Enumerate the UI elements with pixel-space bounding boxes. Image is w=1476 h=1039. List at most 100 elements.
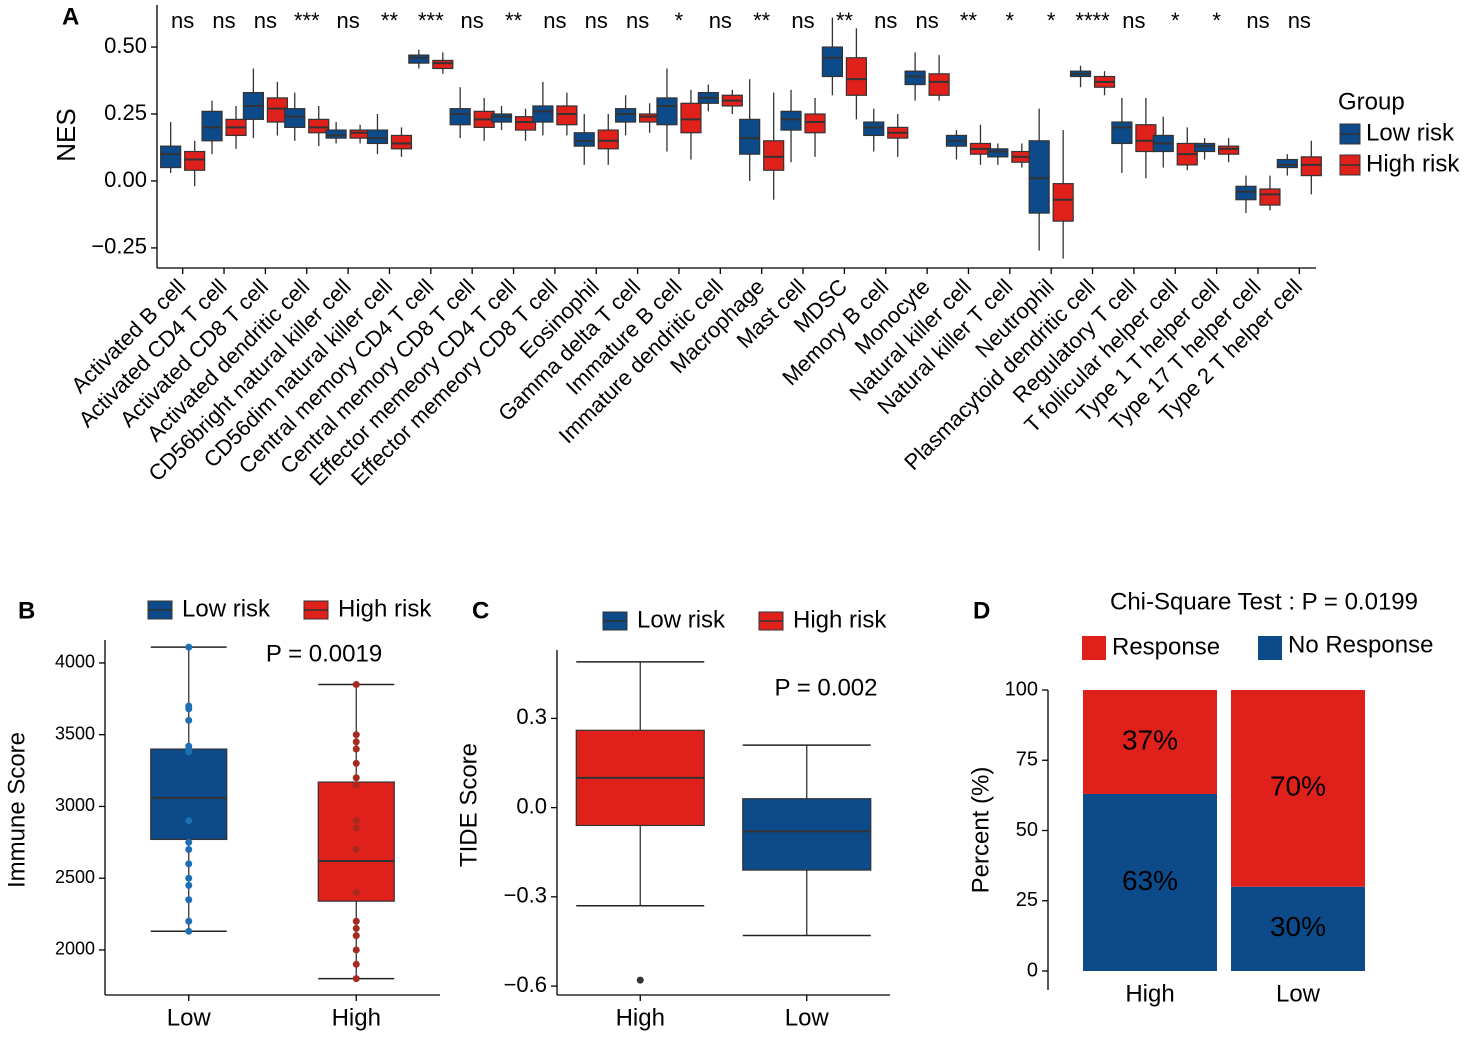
box [904, 70, 926, 86]
significance-label: ns [791, 8, 814, 33]
legend-label: High risk [793, 606, 887, 633]
box [408, 54, 430, 64]
y-tick-label: 2500 [55, 867, 95, 887]
y-tick-label: 25 [1016, 889, 1038, 911]
data-point [352, 759, 360, 767]
data-point [185, 643, 193, 651]
significance-label: ** [836, 8, 854, 33]
data-point [352, 917, 360, 925]
data-point [352, 924, 360, 932]
value-label: 30% [1270, 911, 1326, 942]
significance-label: ns [254, 8, 277, 33]
legend-swatch [1082, 636, 1106, 660]
x-tick-label: Low [785, 1004, 830, 1031]
data-point [352, 781, 360, 789]
box [150, 748, 228, 841]
significance-label: ** [753, 8, 771, 33]
y-tick-label: 0.25 [104, 100, 147, 125]
box [1194, 142, 1216, 153]
box [821, 46, 843, 78]
significance-label: ns [543, 8, 566, 33]
significance-label: ns [461, 8, 484, 33]
box [184, 150, 206, 171]
significance-label: * [1171, 8, 1180, 33]
legend-label: Low risk [182, 595, 271, 622]
data-point [185, 716, 193, 724]
box [739, 118, 761, 155]
box [366, 129, 389, 145]
box [928, 73, 950, 96]
box [987, 148, 1009, 158]
legend-swatch [1258, 636, 1282, 660]
data-point [352, 817, 360, 825]
value-label: 63% [1122, 865, 1178, 896]
box [656, 97, 678, 126]
significance-label: *** [418, 8, 444, 33]
significance-label: ** [381, 8, 399, 33]
y-tick-label: 3500 [55, 723, 95, 743]
legend-label: No Response [1288, 631, 1433, 658]
x-tick-label: High [1125, 980, 1174, 1007]
box [317, 781, 395, 902]
panel-label: A [62, 3, 79, 30]
box [1276, 158, 1298, 169]
x-tick-label: Low [1276, 980, 1321, 1007]
significance-label: * [1212, 8, 1221, 33]
y-axis-label: TIDE Score [455, 743, 482, 867]
box [680, 102, 702, 134]
significance-label: ns [585, 8, 608, 33]
bar-segment [1083, 690, 1217, 794]
box [1259, 188, 1281, 206]
value-label: 37% [1122, 724, 1178, 755]
box [284, 108, 306, 128]
bar-segment [1231, 886, 1365, 971]
box [1052, 183, 1074, 222]
significance-label: ns [626, 8, 649, 33]
data-point [185, 705, 193, 713]
box [201, 110, 223, 142]
box [804, 113, 826, 134]
data-point [185, 927, 193, 935]
bar-segment [1083, 793, 1217, 971]
box [763, 140, 785, 171]
y-tick-label: 3000 [55, 795, 95, 815]
y-tick-label: 0.0 [516, 793, 547, 818]
legend-label: High risk [1366, 150, 1460, 177]
significance-label: ns [336, 8, 359, 33]
significance-label: *** [294, 8, 320, 33]
x-tick-label: Low [167, 1004, 212, 1031]
annotation: P = 0.0019 [266, 640, 382, 667]
y-axis-label: Immune Score [3, 732, 30, 888]
box [863, 121, 885, 137]
legend-label: Low risk [637, 606, 726, 633]
box [780, 110, 802, 131]
data-point [352, 889, 360, 897]
legend-label: Low risk [1366, 119, 1455, 146]
legend-label: High risk [338, 595, 432, 622]
box [160, 145, 182, 169]
data-point [352, 932, 360, 940]
y-axis-label: NES [51, 108, 81, 161]
data-point [352, 975, 360, 983]
y-tick-label: −0.6 [504, 972, 547, 997]
box [845, 57, 867, 96]
data-point [352, 946, 360, 954]
y-tick-label: 100 [1005, 678, 1038, 700]
x-tick-label: High [332, 1004, 381, 1031]
significance-label: ns [874, 8, 897, 33]
bar-segment [1231, 690, 1365, 887]
box [449, 108, 471, 126]
significance-label: ** [960, 8, 978, 33]
y-tick-label: 0.50 [104, 33, 147, 58]
data-point [185, 896, 193, 904]
data-point [185, 860, 193, 868]
value-label: 70% [1270, 771, 1326, 802]
significance-label: * [675, 8, 684, 33]
y-tick-label: 50 [1016, 819, 1038, 841]
box [1235, 185, 1257, 201]
x-tick-label: High [616, 1004, 665, 1031]
box [573, 132, 595, 147]
data-point [185, 838, 193, 846]
box [1028, 140, 1050, 214]
